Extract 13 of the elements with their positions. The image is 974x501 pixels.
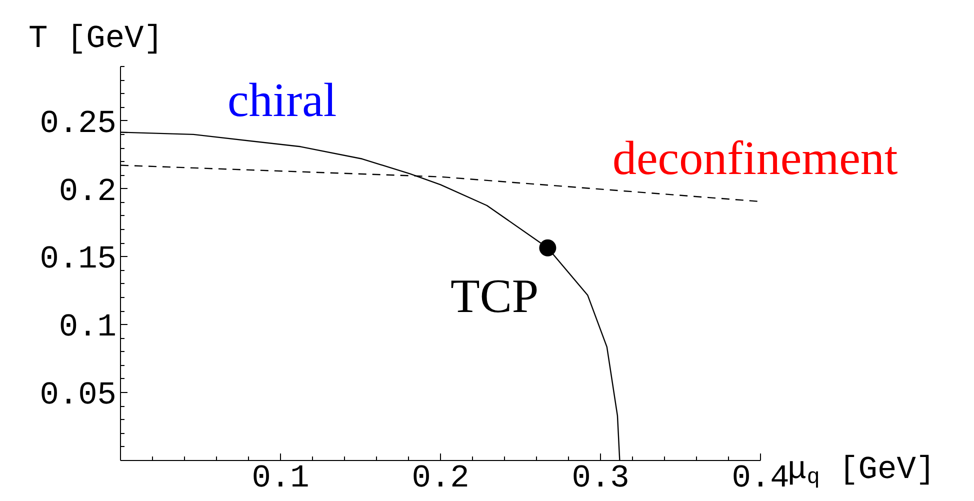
x-tick-label: 0.4 xyxy=(732,460,790,496)
annotation: chiral xyxy=(228,74,337,127)
x-tick-label: 0.3 xyxy=(572,460,630,496)
y-tick-label: 0.15 xyxy=(40,240,116,278)
y-tick-label: 0.05 xyxy=(40,376,116,414)
y-tick-label: 0.2 xyxy=(58,172,116,210)
annotation: TCP xyxy=(450,270,539,323)
annotation: deconfinement xyxy=(612,132,898,185)
y-tick-label: 0.25 xyxy=(40,104,116,142)
y-axis-title: T [GeV] xyxy=(28,20,163,57)
y-tick-label: 0.1 xyxy=(58,308,116,346)
x-tick-label: 0.1 xyxy=(252,460,310,496)
x-tick-label: 0.2 xyxy=(412,460,470,496)
